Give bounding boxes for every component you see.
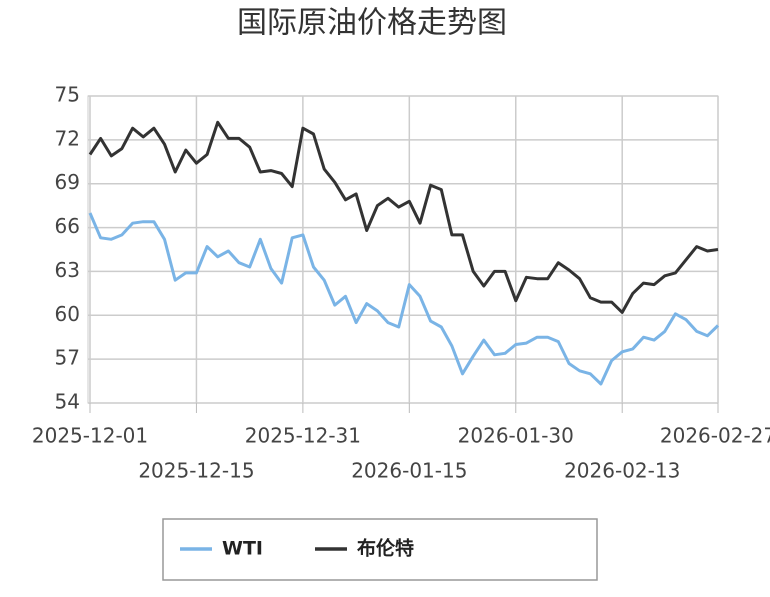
y-tick-label: 75 [55,83,80,107]
chart-title: 国际原油价格走势图 [237,6,507,41]
legend-label: 布伦特 [357,537,414,560]
x-tick-label: 2025-12-15 [138,459,254,483]
legend-label: WTI [222,538,263,560]
y-tick-label: 72 [55,126,80,150]
plot-frame [87,95,719,404]
series-line [88,212,720,386]
x-tick-label: 2026-02-13 [564,459,680,483]
x-tick-label: 2026-01-30 [458,424,574,448]
y-tick-label: 54 [55,390,80,414]
legend-box [162,518,598,581]
x-tick-label: 2026-01-15 [351,459,467,483]
x-tick-label: 2025-12-01 [32,424,148,448]
y-tick-label: 69 [55,170,80,194]
y-tick-label: 60 [55,302,80,326]
x-tick-label: 2026-02-27 [660,424,770,448]
y-tick-label: 57 [55,346,80,370]
series-line [88,120,719,314]
y-tick-label: 66 [55,214,80,238]
x-tick-label: 2025-12-31 [245,424,361,448]
y-tick-label: 63 [55,258,80,282]
